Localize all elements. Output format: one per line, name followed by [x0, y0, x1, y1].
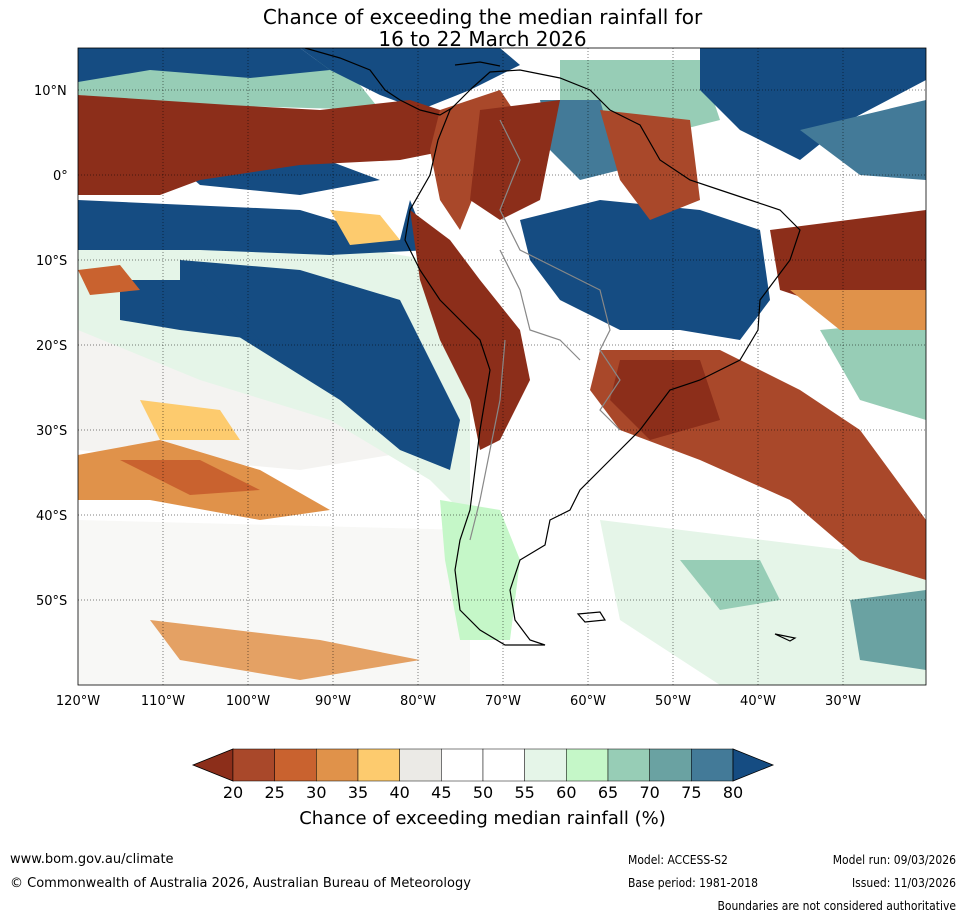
- border-argentina-chile: [469, 339, 506, 541]
- colorbar-tick-65: 65: [598, 783, 618, 802]
- field-dry-northeast-brazil-atlantic: [770, 210, 926, 310]
- lon-label-120w: 120°W: [56, 694, 100, 709]
- border-brazil: [499, 119, 621, 431]
- field-dry-southern-brazil-core: [610, 360, 720, 440]
- field-wet-atlantic-band: [800, 100, 926, 180]
- colorbar-swatch-50-55: [482, 748, 525, 782]
- colorbar-swatch-65-70: [607, 748, 650, 782]
- lon-label-60w: 60°W: [570, 694, 606, 709]
- field-dry-guianas: [600, 110, 700, 220]
- coastline-caribbean-islands: [454, 61, 501, 67]
- graticule: [78, 48, 926, 685]
- footer-issued: Issued: 11/03/2026: [851, 876, 956, 890]
- coastline-falkland-islands: [576, 611, 607, 623]
- field-dry-southeast-pacific: [120, 460, 260, 495]
- map-title-line1: Chance of exceeding the median rainfall …: [262, 5, 703, 29]
- footer-model: Model: ACCESS-S2: [628, 853, 728, 867]
- footer-copyright: © Commonwealth of Australia 2026, Austra…: [10, 876, 471, 891]
- footer-url: www.bom.gov.au/climate: [10, 852, 174, 867]
- colorbar-extend-high: [732, 748, 775, 782]
- coastline-south-georgia: [774, 633, 797, 642]
- colorbar-tick-70: 70: [639, 783, 659, 802]
- lon-label-50w: 50°W: [655, 694, 691, 709]
- longitude-labels: 120°W 110°W 100°W 90°W 80°W 70°W 60°W 50…: [56, 694, 861, 709]
- field-orange-far-south-pacific: [150, 620, 420, 680]
- lon-label-110w: 110°W: [141, 694, 185, 709]
- colorbar-swatch-20-25: [232, 748, 275, 782]
- map-title-line2: 16 to 22 March 2026: [378, 27, 587, 51]
- colorbar-extend-low: [191, 748, 234, 782]
- colorbar-tick-55: 55: [514, 783, 534, 802]
- colorbar-tick-40: 40: [389, 783, 409, 802]
- field-yellow-galapagos: [330, 210, 400, 245]
- lat-label-0: 0°: [53, 169, 68, 184]
- footer-model-run: Model run: 09/03/2026: [832, 853, 956, 867]
- colorbar-swatch-75-80: [691, 748, 734, 782]
- lat-label-40s: 40°S: [36, 509, 67, 524]
- field-wet-equatorial-pacific: [78, 200, 430, 255]
- colorbar-swatch-25-30: [274, 748, 317, 782]
- colorbar-swatch-40-45: [399, 748, 442, 782]
- colorbar-swatch-30-35: [316, 748, 359, 782]
- map-plot-area: [78, 48, 926, 685]
- lon-label-100w: 100°W: [226, 694, 270, 709]
- footer-base-period: Base period: 1981-2018: [628, 876, 759, 890]
- field-teal-far-east: [850, 590, 926, 670]
- latitude-labels: 10°N 0° 10°S 20°S 30°S 40°S 50°S: [34, 84, 68, 609]
- probability-field: [78, 48, 926, 685]
- colorbar: 20 25 30 35 40 45 50 55 60 65 70 75 80: [191, 748, 775, 802]
- lat-label-20s: 20°S: [36, 339, 67, 354]
- colorbar-swatch-60-65: [566, 748, 609, 782]
- colorbar-swatch-55-60: [524, 748, 567, 782]
- field-orange-east-atlantic: [790, 290, 926, 330]
- colorbar-title: Chance of exceeding median rainfall (%): [299, 808, 666, 829]
- field-dry-northern-andes: [470, 100, 560, 220]
- field-dry-equatorial-pacific: [78, 95, 450, 195]
- map-frame: [77, 47, 927, 686]
- colorbar-tick-20: 20: [223, 783, 243, 802]
- colorbar-tick-60: 60: [556, 783, 576, 802]
- field-wet-north-pacific: [78, 48, 330, 82]
- lat-label-30s: 30°S: [36, 424, 67, 439]
- coastline-central-america: [304, 48, 453, 116]
- coastline-south-america: [404, 69, 801, 646]
- lon-label-30w: 30°W: [825, 694, 861, 709]
- footer-disclaimer: Boundaries are not considered authoritat…: [717, 899, 956, 913]
- coastlines: [304, 48, 801, 646]
- lon-label-80w: 80°W: [400, 694, 436, 709]
- field-wet-amazon: [520, 200, 770, 340]
- colorbar-tick-25: 25: [264, 783, 284, 802]
- lat-label-50s: 50°S: [36, 594, 67, 609]
- field-wet-north-atlantic: [700, 48, 926, 160]
- field-wet-southeast-pacific: [180, 260, 460, 470]
- colorbar-tick-50: 50: [473, 783, 493, 802]
- field-teal-south-atlantic: [680, 560, 780, 610]
- field-green-patagonia: [440, 500, 520, 640]
- lat-label-10n: 10°N: [34, 84, 67, 99]
- field-dry-pacific-edge: [78, 265, 140, 295]
- lon-label-90w: 90°W: [315, 694, 351, 709]
- lon-label-70w: 70°W: [485, 694, 521, 709]
- colorbar-tick-80: 80: [723, 783, 743, 802]
- border-peru-bolivia: [499, 249, 581, 361]
- country-borders: [469, 119, 621, 541]
- lat-label-10s: 10°S: [36, 254, 67, 269]
- colorbar-swatch-45-50: [441, 748, 484, 782]
- colorbar-swatch-70-75: [649, 748, 692, 782]
- colorbar-tick-35: 35: [348, 783, 368, 802]
- lon-label-40w: 40°W: [740, 694, 776, 709]
- field-wet-pacific-west: [120, 280, 260, 340]
- colorbar-tick-45: 45: [431, 783, 451, 802]
- colorbar-tick-30: 30: [306, 783, 326, 802]
- colorbar-tick-75: 75: [681, 783, 701, 802]
- colorbar-swatch-35-40: [357, 748, 400, 782]
- field-wet-venezuela: [540, 100, 620, 180]
